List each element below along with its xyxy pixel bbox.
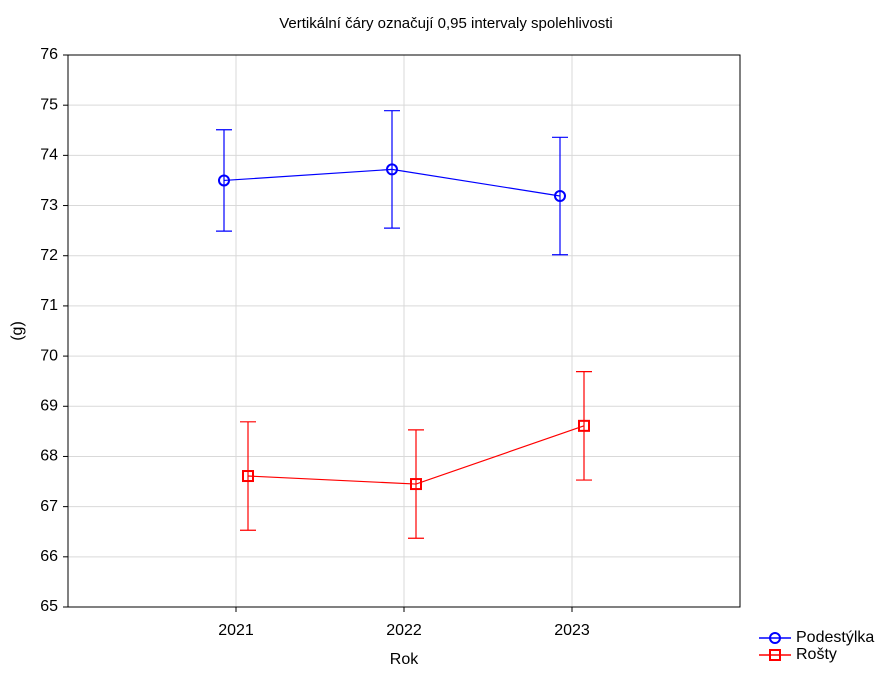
error-bar [552, 136, 568, 256]
plot-frame [67, 54, 741, 608]
y-tick-label: 70 [40, 347, 58, 364]
y-tick-label: 69 [40, 397, 58, 414]
y-tick-label: 68 [40, 448, 58, 465]
chart-title: Vertikální čáry označují 0,95 intervaly … [279, 15, 613, 32]
y-tick-label: 75 [40, 96, 58, 113]
data-point [386, 163, 398, 176]
data-point [554, 190, 566, 203]
y-tick-label: 73 [40, 197, 58, 214]
error-bar [216, 129, 232, 232]
data-point [242, 470, 254, 483]
x-tick-label: 2023 [554, 622, 590, 639]
data-point [218, 174, 230, 187]
error-bar [240, 421, 256, 531]
error-bar [384, 110, 400, 229]
legend-marker [769, 632, 781, 644]
y-tick-label: 76 [40, 46, 58, 63]
y-tick-label: 72 [40, 247, 58, 264]
data-point [410, 478, 422, 491]
data-point [578, 419, 590, 432]
y-tick-label: 66 [40, 548, 58, 565]
legend-marker [769, 649, 781, 661]
y-tick-label: 74 [40, 147, 58, 164]
y-axis-label: (g) [9, 321, 26, 341]
legend-label: Podestýlka [796, 629, 874, 646]
y-tick-label: 65 [40, 598, 58, 615]
legend-label: Rošty [796, 646, 837, 663]
y-tick-label: 67 [40, 498, 58, 515]
error-bar [408, 429, 424, 539]
x-axis-label: Rok [390, 651, 419, 668]
x-tick-label: 2022 [386, 622, 422, 639]
x-tick-label: 2021 [218, 622, 254, 639]
error-bar [576, 371, 592, 481]
y-tick-label: 71 [40, 297, 58, 314]
